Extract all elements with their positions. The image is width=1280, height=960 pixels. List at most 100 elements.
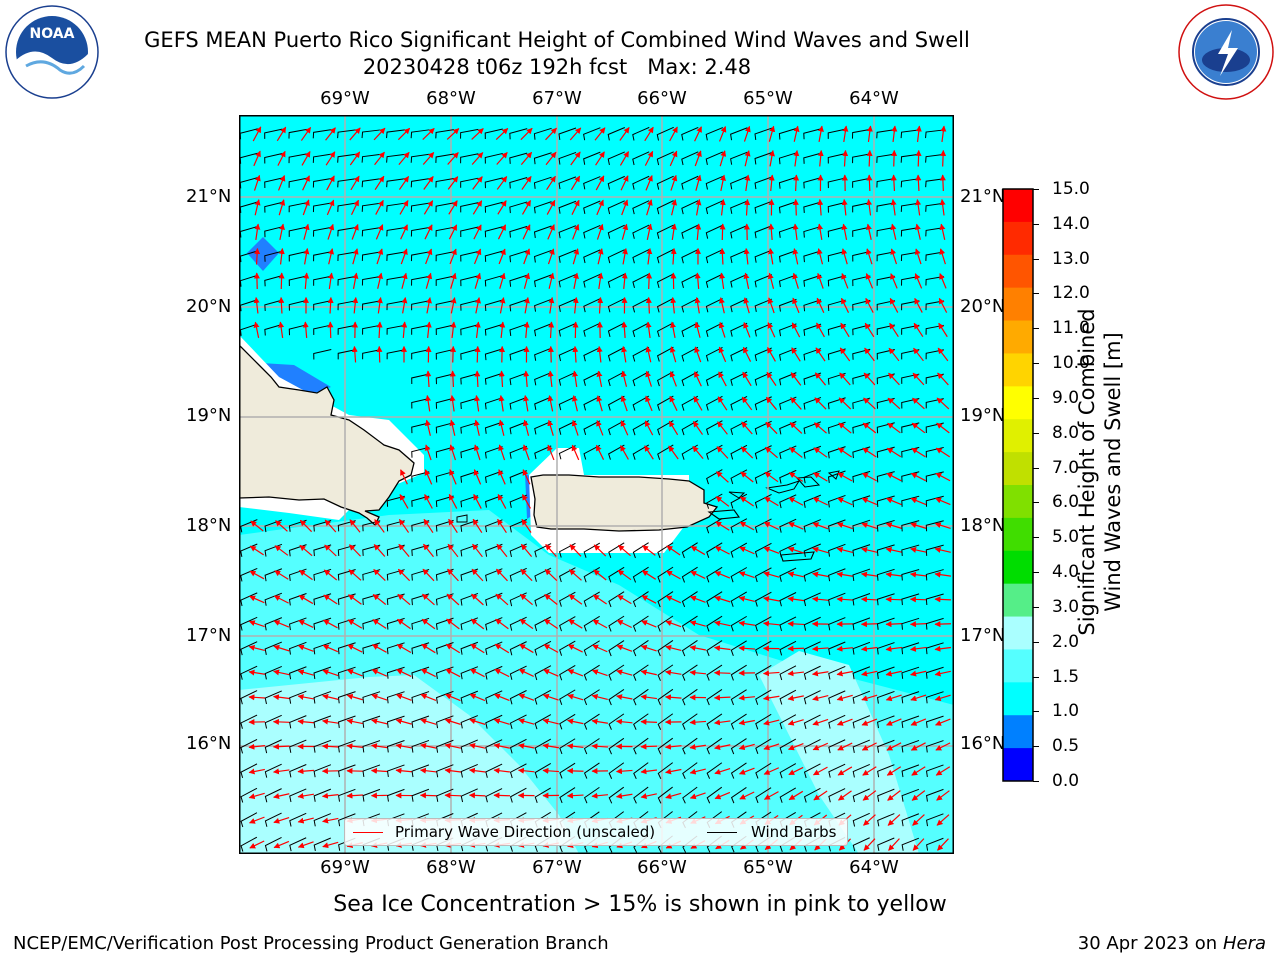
wave-direction-arrow [321,743,339,750]
map-frame [239,115,954,854]
wind-barb [901,520,920,532]
wind-barb [925,227,944,237]
wave-direction-arrow [837,472,853,482]
wind-barb [827,299,846,311]
wave-direction-arrow [714,546,730,555]
wave-direction-arrow [297,718,315,725]
wave-direction-arrow [545,544,557,557]
wind-barb [534,347,552,361]
wind-barb [410,153,430,163]
wave-direction-arrow [719,272,726,290]
wave-direction-arrow [523,395,530,412]
wind-barb [803,567,821,582]
wave-direction-arrow [936,790,950,801]
wind-barb [386,251,405,261]
wave-direction-arrow [420,743,437,749]
wind-barb [558,225,577,239]
wave-direction-arrow [498,248,506,265]
wind-barb [264,617,283,631]
wind-barb [852,251,871,262]
wind-barb [337,739,356,753]
wave-direction-arrow [910,547,927,553]
wind-barb [559,640,576,656]
wave-direction-arrow [644,420,654,436]
wave-direction-arrow [352,296,359,314]
wind-barb [386,324,405,335]
wind-barb [460,202,479,213]
wind-barb [337,691,356,704]
wind-barb [681,542,698,559]
wind-barb [558,396,576,411]
wave-direction-arrow [885,522,902,529]
wave-direction-arrow [910,742,926,751]
wave-direction-arrow [640,768,658,775]
wind-barb [435,226,454,237]
wind-barb [608,444,625,460]
wave-direction-arrow [597,272,604,290]
wave-direction-arrow [640,793,657,799]
wave-direction-arrow [641,595,657,604]
wave-direction-arrow [302,175,310,191]
colorbar-tick-mark [1033,781,1039,782]
wind-barb [264,690,282,705]
wave-direction-arrow [838,397,852,410]
wind-barb [730,713,747,730]
wave-direction-arrow [837,766,853,776]
wave-direction-arrow [595,175,605,191]
wind-barb [509,665,527,680]
wave-direction-arrow [375,199,384,215]
wave-direction-arrow [299,544,313,557]
wind-barb [583,713,600,730]
wave-direction-arrow [272,718,290,725]
wind-barb [656,224,674,239]
wind-barb [779,347,797,361]
wave-direction-arrow [764,471,779,483]
colorbar-segment [1003,221,1033,256]
sea-ice-caption: Sea Ice Concentration > 15% is shown in … [333,892,947,917]
wave-direction-arrow [719,223,726,241]
wave-direction-arrow [571,199,580,215]
wind-barb [583,738,600,755]
wind-barb [730,200,748,214]
wave-direction-arrow [620,395,628,412]
wind-barb [876,544,895,557]
wave-direction-arrow [424,444,432,461]
colorbar-segment [1003,287,1033,322]
colorbar-tick-label: 11.0 [1052,318,1090,339]
wave-direction-arrow [297,817,314,824]
wave-direction-arrow [572,370,579,387]
wave-direction-arrow [567,718,584,725]
wave-direction-arrow [521,518,532,533]
colorbar-tick-mark [1033,189,1039,190]
wind-barb [803,274,822,287]
wave-direction-arrow [376,248,384,265]
wind-barb [657,713,674,730]
wave-direction-arrow [445,668,461,678]
wind-barb [460,373,479,385]
wind-barb [657,420,674,436]
wind-barb [925,691,944,704]
wave-direction-arrow [863,814,876,826]
lat-label-left-17n: 17°N [186,625,232,646]
wave-direction-arrow [840,322,850,338]
wind-barb [852,275,871,287]
wave-direction-arrow [813,790,828,801]
wave-direction-arrow [912,814,925,826]
wind-barb [779,714,797,730]
wind-barb [900,153,920,163]
wave-direction-arrow [887,397,901,410]
wind-barb [705,249,723,264]
wave-direction-arrow [396,643,412,654]
wave-direction-arrow [841,198,848,216]
wave-direction-arrow [817,198,824,216]
legend-wave-label: Primary Wave Direction (unscaled) [395,823,656,841]
wind-barb [803,787,821,803]
wind-barb [435,177,454,188]
wind-barb [240,665,258,680]
wind-barb [657,762,674,780]
wave-direction-arrow [689,792,706,800]
wind-barb [705,420,723,436]
wind-barb [509,177,528,189]
wind-barb [608,420,625,436]
wind-barb [779,567,797,582]
